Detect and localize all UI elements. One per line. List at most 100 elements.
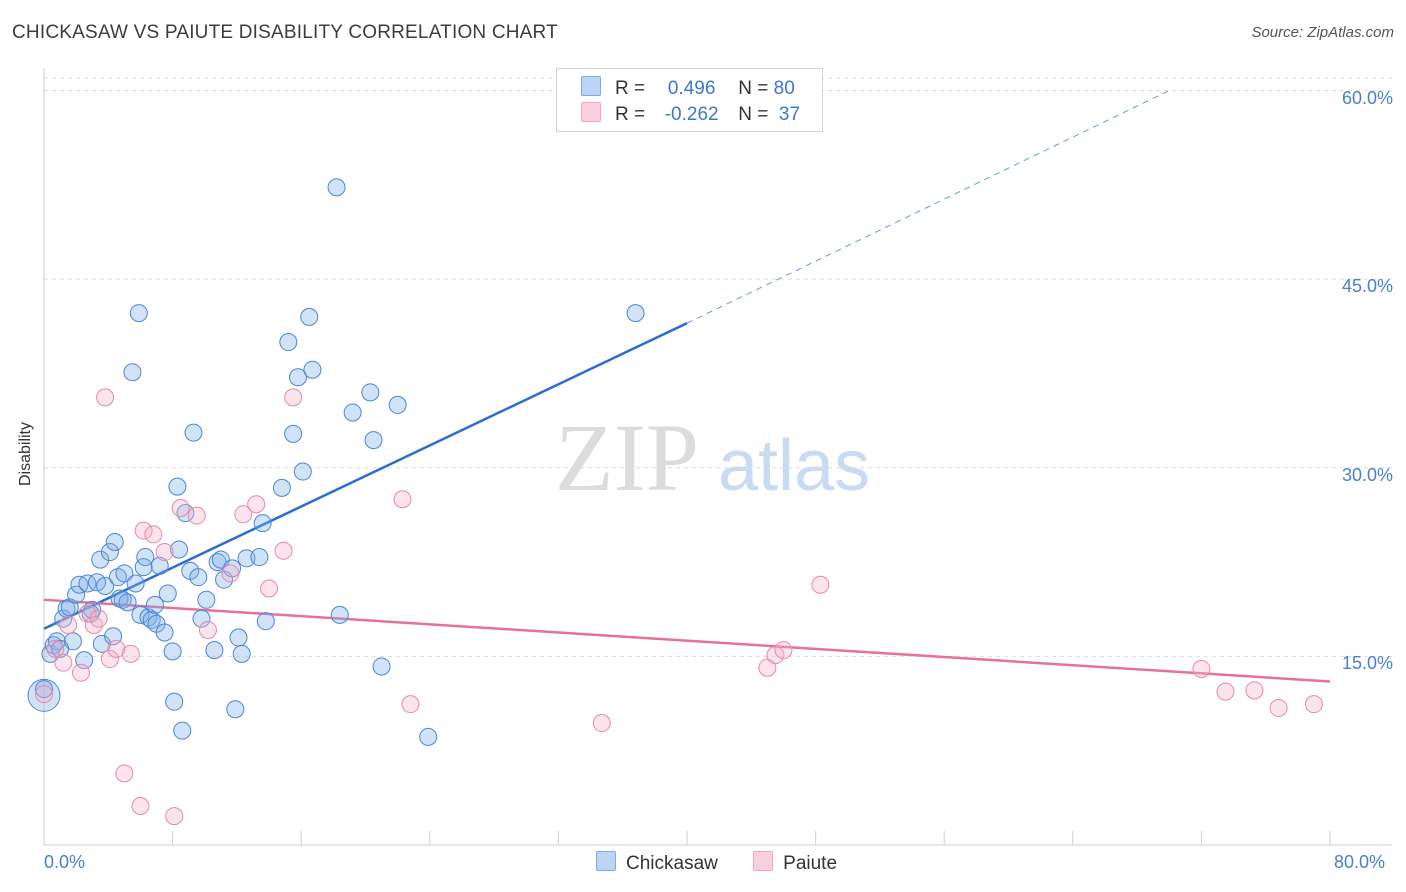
axes: [43, 68, 1392, 846]
chickasaw-point: [176, 504, 195, 523]
paiute-point: [1269, 698, 1288, 717]
chart-title: CHICKASAW VS PAIUTE DISABILITY CORRELATI…: [12, 22, 558, 43]
legend-row-paiute: R = -0.262 N = 37: [581, 102, 800, 126]
legend-r-value: -0.262: [664, 104, 719, 125]
x-tick-label-max: 80.0%: [1334, 852, 1386, 872]
paiute-point: [155, 543, 174, 562]
chickasaw-point: [91, 550, 110, 569]
chickasaw-point: [173, 721, 192, 740]
paiute-point: [84, 615, 103, 634]
legend-row-chickasaw: R = 0.496 N = 80: [581, 76, 795, 100]
legend-n-value: 37: [778, 104, 801, 125]
paiute-point: [131, 797, 150, 816]
paiute-point: [134, 521, 153, 540]
watermark-zip: ZIP: [555, 404, 699, 511]
paiute-point: [59, 615, 78, 634]
chickasaw-point: [419, 727, 438, 746]
paiute-point: [96, 388, 115, 407]
chickasaw-point: [361, 383, 380, 402]
gridlines: [44, 77, 1392, 657]
paiute-point: [35, 685, 53, 704]
paiute-point: [46, 639, 65, 658]
paiute-point: [78, 604, 97, 623]
chickasaw-point: [388, 395, 407, 414]
legend-n-label: N =: [738, 104, 769, 125]
paiute-swatch-icon: [753, 851, 774, 871]
legend-item-chickasaw: Chickasaw: [596, 851, 718, 875]
chickasaw-point: [96, 576, 115, 595]
chickasaw-point: [158, 584, 177, 603]
paiute-point: [198, 620, 217, 639]
paiute-point: [1304, 695, 1323, 714]
chickasaw-point: [54, 609, 73, 628]
paiute-point: [100, 649, 119, 668]
chickasaw-point: [155, 623, 174, 642]
chickasaw-point: [105, 532, 124, 551]
chickasaw-point: [229, 628, 248, 647]
series-chickasaw: [27, 178, 645, 746]
paiute-swatch-icon: [581, 102, 601, 122]
paiute-trend-line: [43, 598, 1331, 683]
chickasaw-point: [113, 590, 132, 609]
chickasaw-point: [279, 333, 298, 352]
chickasaw-point: [226, 700, 245, 719]
legend-n-label: N =: [738, 78, 769, 99]
paiute-point: [247, 495, 266, 514]
chickasaw-point: [189, 568, 208, 587]
chickasaw-point: [168, 477, 187, 496]
paiute-point: [1192, 659, 1211, 678]
chickasaw-point: [115, 564, 134, 583]
legend-r-value: 0.496: [667, 78, 716, 99]
chickasaw-point: [237, 549, 256, 568]
paiute-point: [107, 639, 126, 658]
chickasaw-point: [136, 548, 155, 567]
chickasaw-swatch-icon: [596, 851, 616, 871]
chickasaw-point: [300, 307, 319, 326]
chickasaw-trend-line: [43, 322, 688, 630]
chickasaw-point: [150, 556, 169, 575]
chickasaw-point: [293, 462, 312, 481]
y-tick-label: 45.0%: [1341, 276, 1393, 297]
legend-paiute-label: Paiute: [783, 853, 838, 874]
chickasaw-point: [165, 692, 184, 711]
chickasaw-point: [232, 644, 251, 663]
y-axis-label: Disability: [17, 422, 34, 487]
series-paiute: [35, 388, 1323, 826]
chickasaw-point: [343, 403, 362, 422]
paiute-point: [71, 663, 90, 682]
y-tick-label: 15.0%: [1341, 653, 1393, 674]
paiute-point: [121, 644, 140, 663]
chickasaw-point: [35, 680, 53, 699]
chickasaw-point: [184, 423, 203, 442]
x-tick-label-min: 0.0%: [44, 852, 86, 872]
paiute-point: [89, 609, 108, 628]
paiute-point: [234, 505, 253, 524]
watermark: ZIP atlas: [555, 404, 870, 511]
chickasaw-point: [256, 612, 275, 631]
chickasaw-point: [51, 639, 70, 658]
paiute-point: [274, 541, 293, 560]
chickasaw-point: [123, 363, 142, 382]
paiute-point: [54, 653, 73, 672]
paiute-point: [1216, 682, 1235, 701]
paiute-point: [221, 564, 240, 583]
paiute-point: [115, 764, 134, 783]
chickasaw-trend-extension: [686, 90, 1170, 324]
chickasaw-point: [78, 574, 97, 593]
paiute-point: [284, 388, 303, 407]
chickasaw-point: [284, 424, 303, 443]
paiute-point: [187, 506, 206, 525]
paiute-point: [592, 714, 611, 733]
chickasaw-point: [192, 609, 211, 628]
chickasaw-point: [145, 595, 164, 614]
paiute-point: [260, 579, 279, 598]
chickasaw-point: [205, 641, 224, 660]
chickasaw-point: [626, 304, 645, 323]
source-credit: Source: ZipAtlas.com: [1251, 24, 1394, 41]
paiute-point: [171, 499, 190, 518]
chickasaw-point: [129, 304, 148, 323]
watermark-atlas: atlas: [718, 426, 870, 506]
chickasaw-point: [197, 590, 216, 609]
paiute-point: [811, 575, 830, 594]
